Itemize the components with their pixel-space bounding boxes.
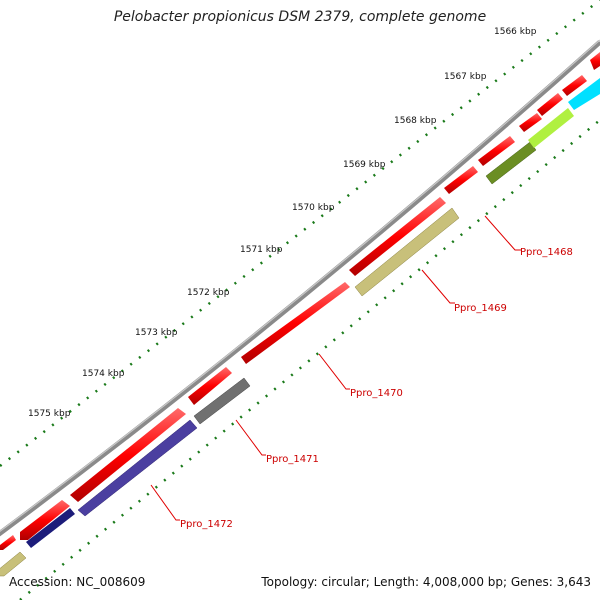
feature-track [0,78,600,577]
feature-bar-ppro-1469[interactable] [354,207,460,297]
scale-labels: 1566 kbp 1567 kbp 1568 kbp 1569 kbp 1570… [28,27,537,419]
inner-tick-row [19,119,600,600]
leader-line-ppro-1468 [484,215,521,251]
scale-label: 1569 kbp [343,160,386,170]
cds-arrow[interactable] [20,500,70,540]
feature-bar-ppro-1468[interactable] [485,141,537,185]
cds-arrow[interactable] [444,166,478,194]
gene-label-leaders [150,215,521,521]
cds-arrow[interactable] [562,75,587,96]
cds-arrow[interactable] [478,136,515,166]
forward-strand-track [0,52,600,550]
scale-label: 1575 kbp [28,409,71,419]
scale-label: 1574 kbp [82,369,125,379]
cds-arrow[interactable] [537,93,563,116]
leader-line-ppro-1469 [421,269,455,304]
scale-label: 1570 kbp [292,203,335,213]
scale-label: 1572 kbp [187,288,230,298]
genome-summary-text: Topology: circular; Length: 4,008,000 bp… [261,575,591,589]
scale-label: 1573 kbp [135,328,178,338]
gene-labels: Ppro_1468 Ppro_1469 Ppro_1470 Ppro_1471 … [180,247,573,530]
cds-arrow[interactable] [519,113,542,132]
scale-label: 1568 kbp [394,116,437,126]
tick-dots-outer [0,0,600,467]
tick-dots-inner [19,119,600,600]
scale-label: 1571 kbp [240,245,283,255]
leader-line-ppro-1472 [150,484,180,521]
feature-bar[interactable] [528,108,574,148]
feature-bar[interactable] [568,78,600,110]
gene-label-ppro-1470[interactable]: Ppro_1470 [350,388,403,399]
gene-label-ppro-1471[interactable]: Ppro_1471 [266,454,319,465]
feature-bar-ppro-1472[interactable] [77,419,198,517]
cds-arrow[interactable] [349,197,446,276]
cds-arrow[interactable] [0,535,16,550]
leader-line-ppro-1470 [318,353,350,390]
cds-arrow[interactable] [590,52,600,70]
genome-backbone [0,40,600,537]
outer-tick-row [0,0,600,467]
scale-label: 1567 kbp [444,72,487,82]
gene-label-ppro-1472[interactable]: Ppro_1472 [180,519,233,530]
scale-label: 1566 kbp [494,27,537,37]
feature-bar[interactable] [0,551,27,577]
gene-label-ppro-1468[interactable]: Ppro_1468 [520,247,573,258]
cds-arrow-ppro-1470[interactable] [241,282,350,364]
feature-bar-ppro-1471[interactable] [193,377,251,425]
genome-backbone-highlight [0,39,600,533]
leader-line-ppro-1471 [235,419,266,456]
feature-bar[interactable] [26,508,75,548]
accession-text: Accession: NC_008609 [9,575,146,589]
cds-arrow[interactable] [70,408,186,502]
gene-label-ppro-1469[interactable]: Ppro_1469 [454,303,507,314]
cds-arrow[interactable] [188,367,232,405]
genome-title: Pelobacter propionicus DSM 2379, complet… [113,9,487,25]
